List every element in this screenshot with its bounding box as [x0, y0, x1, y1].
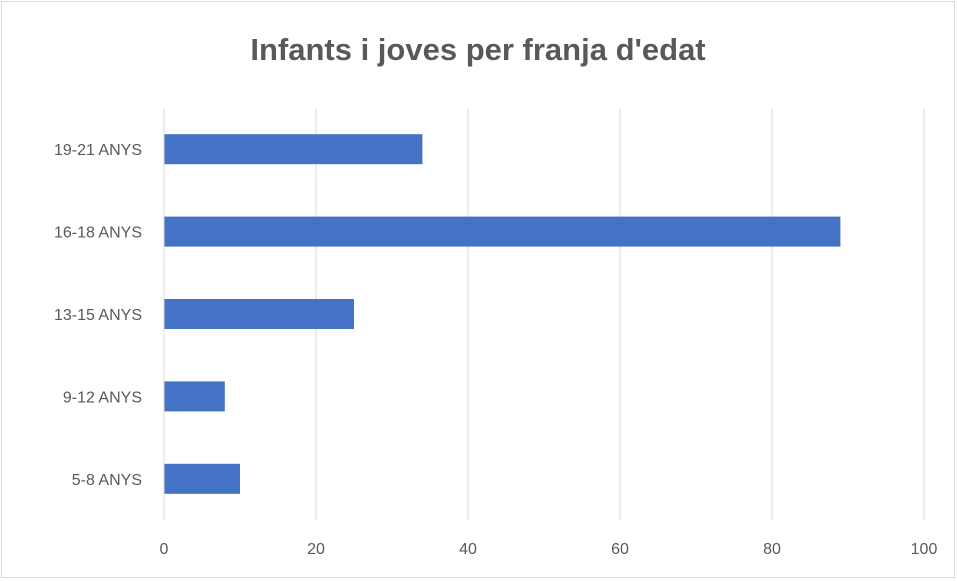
bar-5-8-anys [164, 463, 240, 494]
bar-16-18-anys [164, 216, 841, 247]
x-tick-label-40: 40 [459, 541, 477, 558]
x-tick-label-0: 0 [160, 541, 169, 558]
labels: 0 20 40 60 80 100 5-8 ANYS 9-12 ANYS 13-15 ANYS 1… [54, 142, 938, 558]
category-label: 13-15 ANYS [54, 307, 142, 324]
x-tick-label-100: 100 [911, 541, 938, 558]
chart-title: Infants i joves per franja d'edat [250, 32, 706, 67]
category-label: 19-21 ANYS [54, 142, 142, 159]
x-tick-label-60: 60 [611, 541, 629, 558]
gridlines [315, 108, 925, 520]
bar-9-12-anys [164, 381, 225, 412]
x-tick-label-20: 20 [307, 541, 325, 558]
category-label: 5-8 ANYS [72, 472, 142, 489]
x-tick-label-80: 80 [763, 541, 781, 558]
bar-19-21-anys [164, 134, 423, 165]
category-label: 9-12 ANYS [63, 389, 142, 406]
bar-13-15-anys [164, 299, 354, 329]
bars [164, 134, 841, 494]
category-label: 16-18 ANYS [54, 225, 142, 242]
